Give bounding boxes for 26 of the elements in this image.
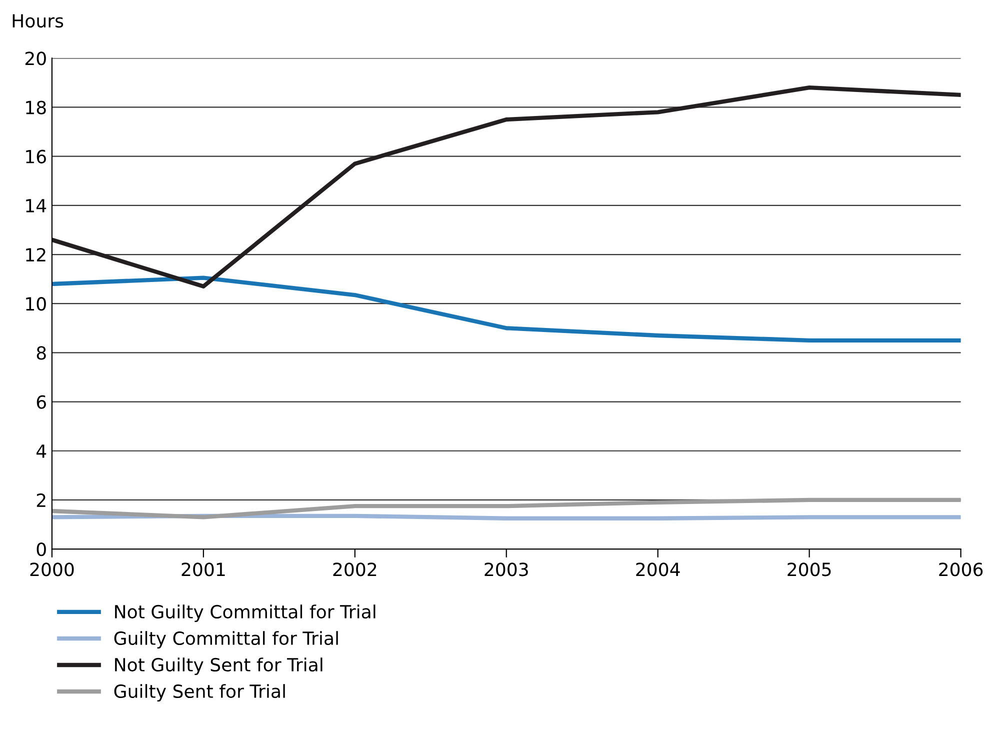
y-tick-label: 12 bbox=[26, 248, 46, 262]
x-tick-label: 2002 bbox=[333, 562, 376, 576]
y-tick-label: 6 bbox=[36, 395, 46, 409]
x-tick-label: 2005 bbox=[788, 562, 831, 576]
y-tick-label: 16 bbox=[26, 150, 46, 164]
y-tick-label: 4 bbox=[36, 444, 46, 458]
legend-label: Not Guilty Sent for Trial bbox=[115, 658, 322, 676]
line-series bbox=[52, 86, 961, 289]
x-tick-label: 2001 bbox=[182, 562, 225, 576]
legend-label: Guilty Sent for Trial bbox=[114, 684, 285, 702]
x-tick-label: 2004 bbox=[636, 562, 680, 576]
y-axis-title: Hours bbox=[12, 14, 64, 28]
y-tick-label: 20 bbox=[25, 52, 46, 66]
y-tick-label: 0 bbox=[36, 542, 46, 556]
x-tick-label: 2000 bbox=[30, 562, 74, 576]
x-tick-label: 2006 bbox=[939, 562, 983, 576]
legend-label: Not Guilty Committal for Trial bbox=[115, 604, 376, 622]
y-tick-label: 18 bbox=[26, 100, 46, 114]
x-tick-label: 2003 bbox=[484, 562, 528, 576]
y-tick-label: 8 bbox=[36, 346, 46, 360]
y-tick-label: 2 bbox=[36, 493, 46, 507]
line-series bbox=[52, 276, 961, 343]
line-series bbox=[52, 498, 961, 520]
y-tick-label: 14 bbox=[26, 199, 46, 212]
y-tick-label: 10 bbox=[26, 297, 46, 311]
legend-label: Guilty Committal for Trial bbox=[114, 631, 338, 649]
